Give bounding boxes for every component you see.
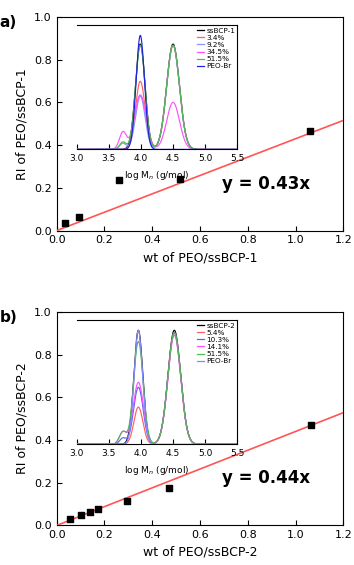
Text: b): b)	[0, 310, 17, 325]
Point	[166, 484, 172, 493]
Text: a): a)	[0, 15, 17, 30]
Point	[62, 219, 68, 228]
Point	[96, 505, 101, 514]
Point	[87, 507, 93, 516]
Point	[308, 421, 314, 430]
X-axis label: wt of PEO/ssBCP-2: wt of PEO/ssBCP-2	[143, 546, 257, 559]
Point	[76, 212, 81, 221]
Text: y = 0.43x: y = 0.43x	[222, 175, 310, 193]
Text: y = 0.44x: y = 0.44x	[222, 470, 310, 488]
Point	[124, 497, 130, 506]
Y-axis label: RI of PEO/ssBCP-1: RI of PEO/ssBCP-1	[16, 68, 28, 180]
Point	[67, 515, 72, 524]
Point	[79, 510, 84, 519]
Point	[116, 176, 122, 185]
Y-axis label: RI of PEO/ssBCP-2: RI of PEO/ssBCP-2	[16, 363, 28, 475]
Point	[307, 126, 313, 135]
Point	[177, 175, 183, 184]
X-axis label: wt of PEO/ssBCP-1: wt of PEO/ssBCP-1	[143, 251, 257, 264]
